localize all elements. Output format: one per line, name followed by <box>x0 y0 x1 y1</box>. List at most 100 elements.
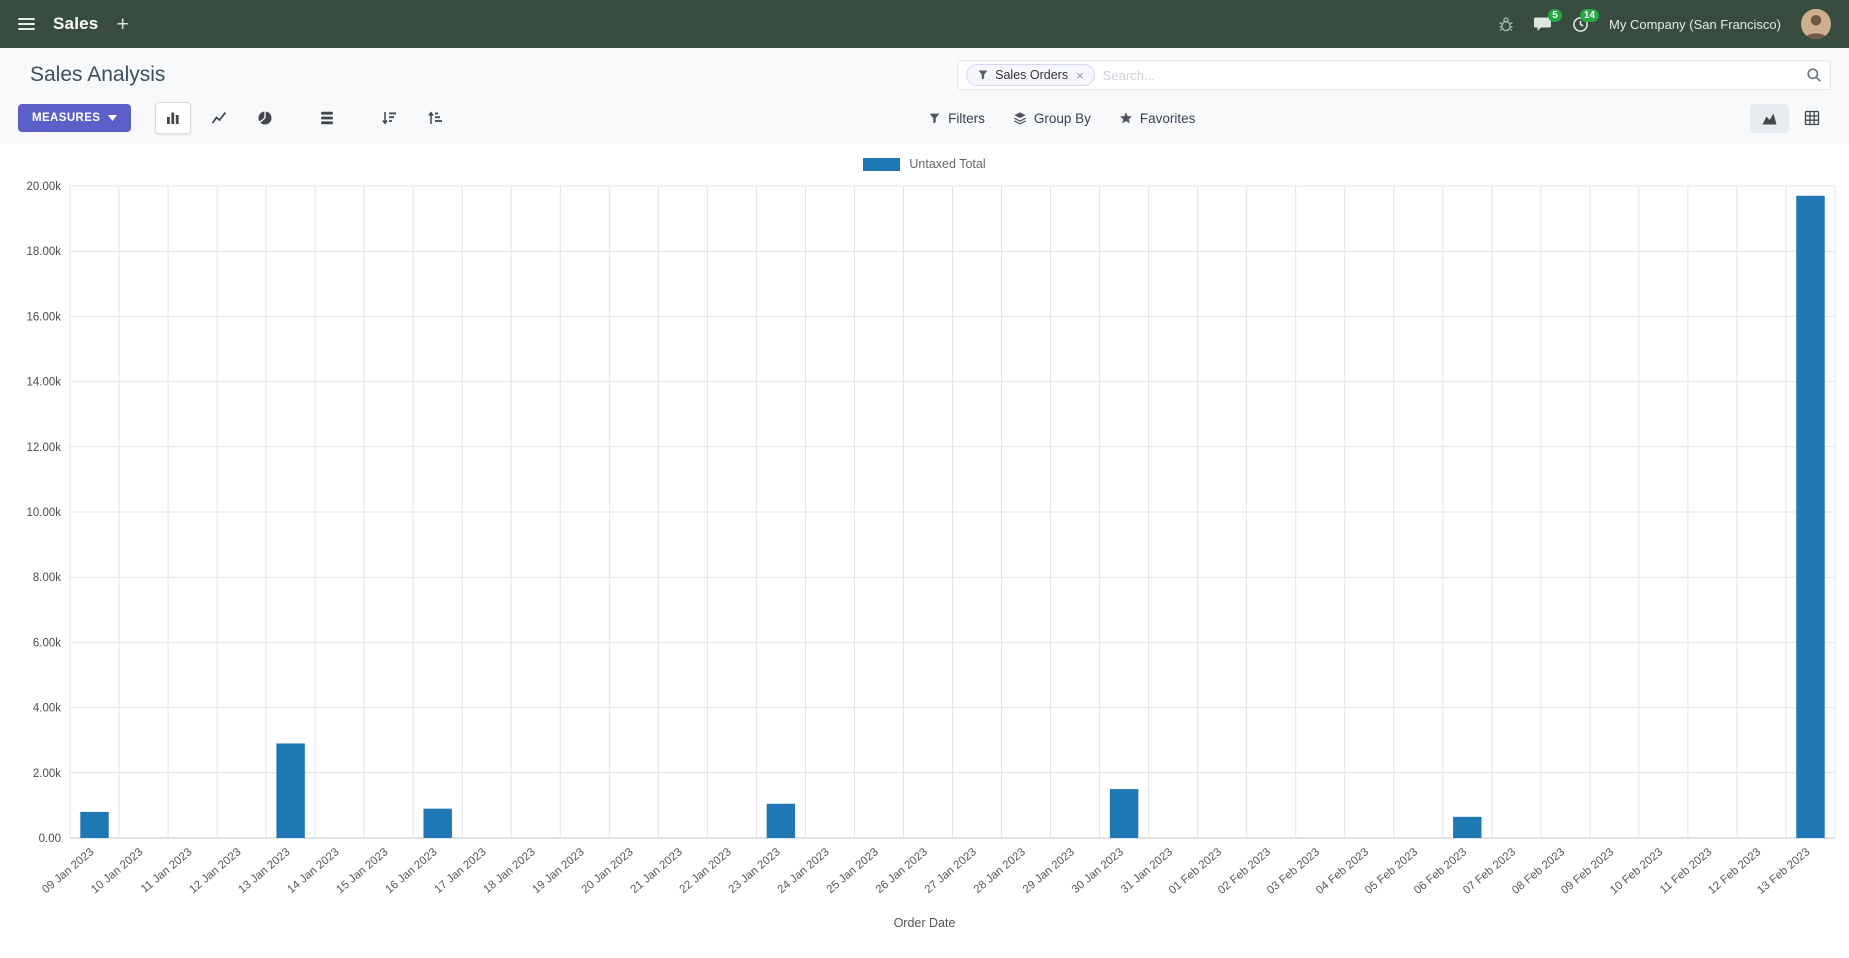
bar[interactable] <box>1453 816 1482 838</box>
caret-down-icon <box>108 115 118 121</box>
x-tick-label: 12 Jan 2023 <box>187 846 243 896</box>
bar[interactable] <box>276 743 305 838</box>
pie-chart-button[interactable] <box>247 102 283 134</box>
x-axis-title: Order Date <box>893 916 956 930</box>
x-tick-label: 23 Jan 2023 <box>727 846 783 896</box>
x-tick-label: 14 Jan 2023 <box>285 846 341 896</box>
chart-legend[interactable]: Untaxed Total <box>0 144 1849 174</box>
x-tick-label: 02 Feb 2023 <box>1216 846 1273 897</box>
stacked-toggle-button[interactable] <box>309 102 345 134</box>
x-tick-label: 05 Feb 2023 <box>1363 846 1420 897</box>
x-tick-label: 19 Jan 2023 <box>531 846 587 896</box>
x-tick-label: 07 Feb 2023 <box>1461 846 1518 897</box>
x-tick-label: 12 Feb 2023 <box>1706 846 1763 897</box>
x-tick-label: 20 Jan 2023 <box>580 846 636 896</box>
sales-bar-chart[interactable]: 0.00 2.00k 4.00k 6.00k 8.00k 10.00k 12.00k 14.0… <box>0 174 1849 916</box>
debug-icon[interactable] <box>1498 16 1514 32</box>
page-title: Sales Analysis <box>30 63 166 86</box>
messages-badge: 5 <box>1548 8 1563 22</box>
bar-chart-icon <box>167 112 179 124</box>
x-tick-label: 16 Jan 2023 <box>383 846 439 896</box>
x-tick-label: 18 Jan 2023 <box>481 846 537 896</box>
x-tick-label: 10 Feb 2023 <box>1608 846 1665 897</box>
search-input[interactable] <box>1102 67 1798 83</box>
x-tick-label: 29 Jan 2023 <box>1021 846 1077 896</box>
stacked-icon <box>321 111 334 125</box>
line-chart-button[interactable] <box>201 102 237 134</box>
sort-descending-button[interactable] <box>371 102 407 134</box>
activities-badge: 14 <box>1579 8 1600 22</box>
x-tick-label: 26 Jan 2023 <box>874 846 930 896</box>
y-tick-label: 10.00k <box>26 507 61 519</box>
filter-facet-icon <box>978 70 988 80</box>
y-tick-label: 18.00k <box>26 246 61 258</box>
measures-button[interactable]: MEASURES <box>18 104 132 132</box>
activities-clock-icon[interactable]: 14 <box>1572 8 1600 33</box>
x-tick-label: 30 Jan 2023 <box>1070 846 1126 896</box>
graph-view-button[interactable] <box>1750 103 1789 133</box>
favorites-button[interactable]: Favorites <box>1119 111 1195 126</box>
x-tick-label: 28 Jan 2023 <box>972 846 1028 896</box>
pivot-grid-icon <box>1804 110 1820 126</box>
y-tick-label: 12.00k <box>26 442 61 454</box>
x-tick-label: 08 Feb 2023 <box>1510 846 1567 897</box>
x-tick-label: 11 Jan 2023 <box>139 846 195 895</box>
area-chart-icon <box>1762 113 1777 124</box>
bar[interactable] <box>423 808 452 838</box>
x-tick-label: 21 Jan 2023 <box>629 846 685 896</box>
group-by-layers-icon <box>1013 112 1026 125</box>
bar[interactable] <box>766 803 796 838</box>
sort-asc-icon <box>428 111 443 124</box>
x-tick-label: 10 Jan 2023 <box>89 846 145 896</box>
filters-button[interactable]: Filters <box>928 111 985 126</box>
chart-area: Untaxed Total 0.00 2.00k 4.00k 6.00k 8.00k 10… <box>0 144 1849 958</box>
x-tick-label: 04 Feb 2023 <box>1314 846 1371 897</box>
sort-ascending-button[interactable] <box>417 102 453 134</box>
sort-desc-icon <box>382 112 397 125</box>
y-tick-label: 14.00k <box>26 377 61 389</box>
search-icon[interactable] <box>1806 67 1822 83</box>
search-bar[interactable]: Sales Orders × <box>957 60 1831 90</box>
bar-chart-button[interactable] <box>155 102 192 134</box>
x-tick-label: 22 Jan 2023 <box>678 846 734 896</box>
y-tick-label: 2.00k <box>33 768 61 780</box>
plus-icon[interactable]: + <box>116 12 129 36</box>
pie-chart-icon <box>258 111 272 125</box>
y-tick-label: 20.00k <box>26 181 61 193</box>
x-tick-label: 27 Jan 2023 <box>923 846 979 896</box>
legend-swatch <box>863 157 901 171</box>
x-tick-label: 17 Jan 2023 <box>432 846 488 896</box>
company-switcher[interactable]: My Company (San Francisco) <box>1609 16 1781 32</box>
x-tick-label: 03 Feb 2023 <box>1265 846 1322 897</box>
x-tick-label: 24 Jan 2023 <box>776 846 832 896</box>
line-chart-icon <box>212 111 227 124</box>
pivot-view-button[interactable] <box>1793 103 1831 133</box>
x-tick-label: 09 Feb 2023 <box>1559 846 1616 897</box>
user-avatar[interactable] <box>1801 9 1831 39</box>
filters-funnel-icon <box>929 113 940 124</box>
group-by-button[interactable]: Group By <box>1013 111 1091 126</box>
bar[interactable] <box>1796 195 1825 838</box>
legend-label: Untaxed Total <box>909 157 986 171</box>
app-name[interactable]: Sales <box>53 14 99 33</box>
facet-remove-icon[interactable]: × <box>1076 67 1084 83</box>
bar[interactable] <box>1109 789 1139 838</box>
apps-menu-icon[interactable] <box>18 18 35 30</box>
y-tick-label: 0.00 <box>39 833 61 845</box>
x-tick-label: 09 Jan 2023 <box>40 846 96 896</box>
y-tick-label: 6.00k <box>33 637 61 649</box>
y-tick-label: 4.00k <box>33 703 61 715</box>
y-tick-label: 8.00k <box>33 572 61 584</box>
y-tick-label: 16.00k <box>26 311 61 323</box>
bar[interactable] <box>80 811 109 838</box>
x-tick-label: 13 Feb 2023 <box>1755 846 1812 897</box>
x-tick-label: 06 Feb 2023 <box>1412 846 1469 897</box>
x-tick-label: 15 Jan 2023 <box>334 846 390 896</box>
top-navbar: Sales + 5 14 My Company (San Francisco) <box>0 0 1849 48</box>
messages-icon[interactable]: 5 <box>1534 8 1563 33</box>
x-tick-label: 01 Feb 2023 <box>1167 846 1224 897</box>
search-facet[interactable]: Sales Orders × <box>966 64 1095 86</box>
favorites-star-icon <box>1119 112 1132 124</box>
x-tick-label: 13 Jan 2023 <box>236 846 292 896</box>
view-switcher <box>1750 103 1831 133</box>
